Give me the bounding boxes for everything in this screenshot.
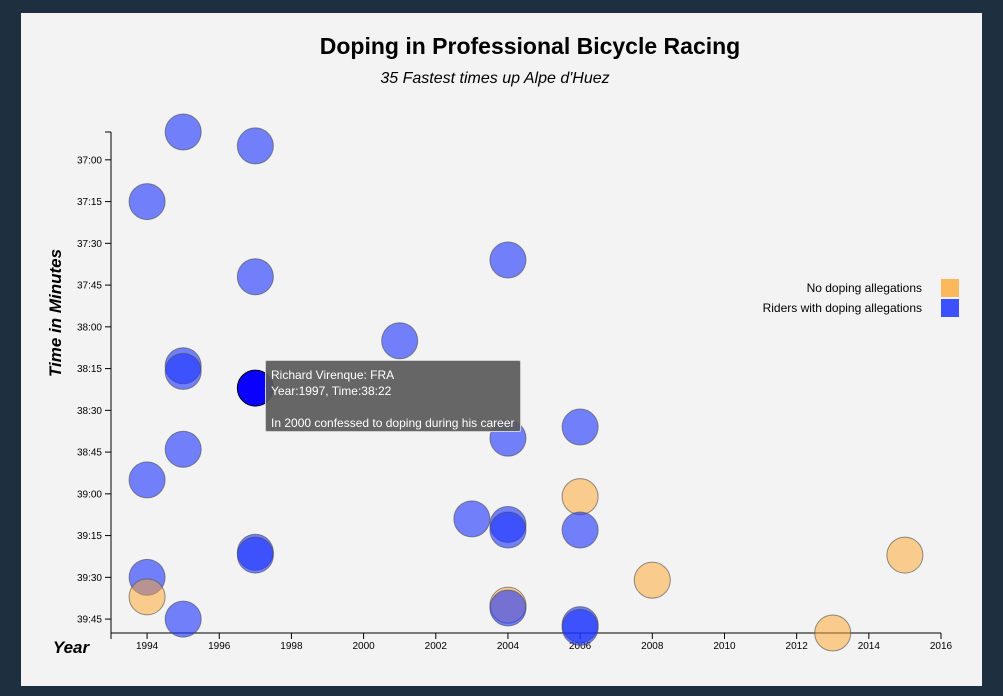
data-point-doping[interactable] <box>453 500 491 538</box>
legend-swatch-no-doping <box>941 279 959 297</box>
y-tick-label: 39:45 <box>77 615 102 626</box>
data-points <box>128 113 924 652</box>
tooltip-spacer <box>271 399 515 415</box>
x-tick-label: 2010 <box>713 641 736 652</box>
scatter-plot: Doping in Professional Bicycle Racing 35… <box>46 33 959 657</box>
data-point-no-doping[interactable] <box>633 561 671 599</box>
y-axis: 37:00 37:15 37:30 37:45 38:00 38:15 38:30 38:45… <box>77 131 112 633</box>
data-point-doping[interactable] <box>164 113 202 151</box>
legend-label-doping: Riders with doping allegations <box>763 301 922 315</box>
x-axis-label: Year <box>53 638 91 657</box>
x-tick-label: 1998 <box>280 641 303 652</box>
x-tick-label: 2008 <box>641 641 664 652</box>
tooltip-rider-name: Richard Virenque: FRA <box>271 368 395 382</box>
data-point-doping[interactable] <box>236 127 274 165</box>
x-tick-label: 2004 <box>497 641 520 652</box>
tooltip-doping-note: In 2000 confessed to doping during his c… <box>271 416 515 430</box>
x-tick-label: 2002 <box>425 641 448 652</box>
data-point-no-doping[interactable] <box>128 578 166 616</box>
x-axis: 1994 1996 1998 2000 2002 2004 2006 2008 2010 2012… <box>110 632 953 652</box>
data-point-doping[interactable] <box>236 536 274 574</box>
data-point-no-doping[interactable] <box>886 536 924 574</box>
data-point-no-doping[interactable] <box>561 478 599 516</box>
data-point-doping[interactable] <box>489 241 527 279</box>
y-tick-label: 39:00 <box>77 489 102 500</box>
y-tick-label: 38:30 <box>77 406 102 417</box>
chart-panel: Doping in Professional Bicycle Racing 35… <box>21 13 982 686</box>
x-tick-label: 2016 <box>930 641 953 652</box>
x-tick-label: 2014 <box>858 641 881 652</box>
chart-subtitle: 35 Fastest times up Alpe d'Huez <box>380 70 609 87</box>
y-tick-label: 38:45 <box>77 448 102 459</box>
y-tick-label: 37:30 <box>77 239 102 250</box>
y-axis-label: Time in Minutes <box>46 249 65 377</box>
x-tick-label: 1994 <box>136 641 159 652</box>
y-tick-label: 37:45 <box>77 281 102 292</box>
data-point-doping[interactable] <box>236 258 274 296</box>
data-point-doping[interactable] <box>489 511 527 549</box>
y-tick-label: 39:15 <box>77 531 102 542</box>
y-tick-label: 38:00 <box>77 322 102 333</box>
data-point-doping[interactable] <box>561 511 599 549</box>
y-tick-label: 37:15 <box>77 197 102 208</box>
tooltip-year-time: Year:1997, Time:38:22 <box>271 384 392 398</box>
data-point-doping[interactable] <box>561 608 599 646</box>
data-point-doping[interactable] <box>164 352 202 390</box>
legend: No doping allegations Riders with doping… <box>763 279 959 317</box>
data-point-no-doping[interactable] <box>814 614 852 652</box>
data-point-doping[interactable] <box>128 183 166 221</box>
x-tick-label: 1996 <box>208 641 231 652</box>
data-point-doping[interactable] <box>128 461 166 499</box>
data-point-doping[interactable] <box>164 430 202 468</box>
y-tick-label: 39:30 <box>77 573 102 584</box>
data-point-doping[interactable] <box>381 322 419 360</box>
legend-swatch-doping <box>941 299 959 317</box>
data-point-doping[interactable] <box>561 408 599 446</box>
x-tick-label: 2006 <box>569 641 592 652</box>
data-point-doping[interactable] <box>489 589 527 627</box>
y-tick-label: 38:15 <box>77 364 102 375</box>
data-point-doping[interactable] <box>164 600 202 638</box>
x-tick-label: 2000 <box>352 641 375 652</box>
rider-tooltip: Richard Virenque: FRA Year:1997, Time:38… <box>265 360 521 432</box>
y-tick-label: 37:00 <box>77 155 102 166</box>
chart-title: Doping in Professional Bicycle Racing <box>320 33 740 59</box>
x-tick-label: 2012 <box>786 641 809 652</box>
legend-label-no-doping: No doping allegations <box>807 281 922 295</box>
